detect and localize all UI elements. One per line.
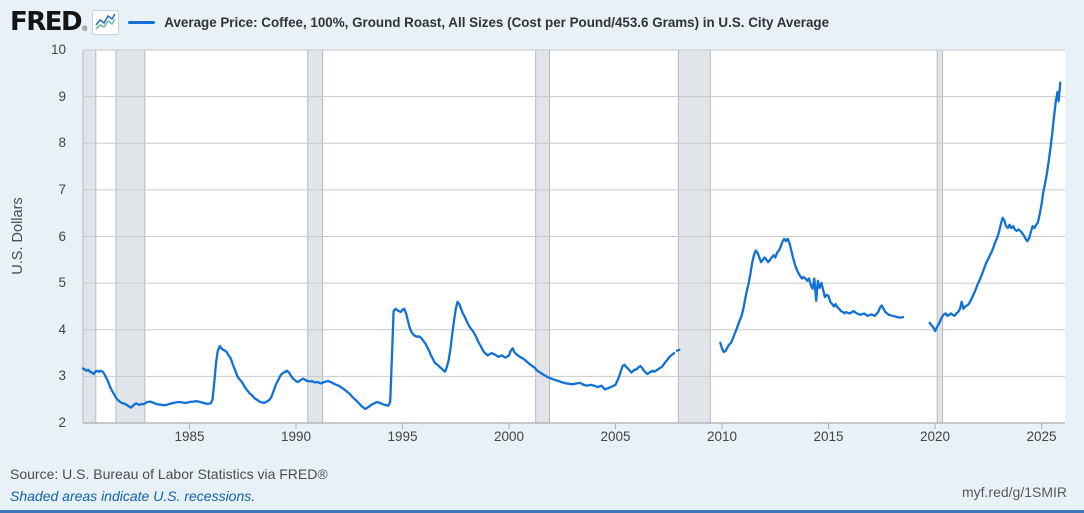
y-tick-label: 2 — [58, 415, 66, 430]
legend-line-swatch — [128, 20, 156, 24]
x-tick-label: 2010 — [707, 429, 738, 444]
price-line-segment — [675, 348, 681, 352]
x-tick-label: 2000 — [493, 429, 525, 444]
price-chart-svg — [81, 49, 1065, 429]
y-tick-label: 8 — [58, 135, 66, 151]
y-tick-label: 6 — [58, 228, 66, 244]
sparkline-chart-icon — [92, 9, 120, 35]
chart-plot-area — [81, 49, 1065, 429]
legend-series-label: Average Price: Coffee, 100%, Ground Roas… — [164, 14, 830, 30]
chart-header: FRED ® Average Price: Coffee, 100%, Grou… — [10, 7, 829, 37]
short-url: myf.red/g/1SMIR — [961, 484, 1067, 500]
bottom-accent-bar — [0, 510, 1084, 513]
registered-mark: ® — [82, 26, 88, 33]
y-tick-label: 3 — [58, 368, 66, 384]
source-text: Source: U.S. Bureau of Labor Statistics … — [10, 466, 328, 482]
x-tick-label: 1995 — [387, 429, 418, 444]
y-axis-tick-labels: 2 3 4 5 6 7 8 9 10 — [0, 42, 75, 430]
price-line-segment — [928, 81, 1062, 333]
y-tick-label: 10 — [50, 42, 66, 57]
price-line-segment — [719, 237, 905, 354]
x-axis-tick-labels: 1985 1990 1995 2000 2005 2010 2015 2020 2025 — [83, 429, 1065, 447]
x-tick-label: 1990 — [280, 429, 312, 444]
y-tick-label: 9 — [58, 88, 66, 104]
x-tick-label: 2020 — [920, 429, 951, 444]
fred-logo-text: FRED — [10, 7, 83, 37]
x-tick-label: 2015 — [813, 429, 844, 444]
x-tick-label: 2025 — [1026, 429, 1057, 444]
y-tick-label: 7 — [58, 181, 66, 197]
y-tick-label: 4 — [58, 321, 66, 337]
x-tick-label: 2005 — [600, 429, 631, 444]
recession-note-link[interactable]: Shaded areas indicate U.S. recessions. — [10, 488, 256, 504]
fred-logo[interactable]: FRED ® — [10, 9, 87, 35]
price-line-segment — [81, 300, 676, 411]
legend: Average Price: Coffee, 100%, Ground Roas… — [128, 15, 829, 30]
y-tick-label: 5 — [58, 275, 66, 291]
x-tick-label: 1985 — [174, 429, 205, 444]
